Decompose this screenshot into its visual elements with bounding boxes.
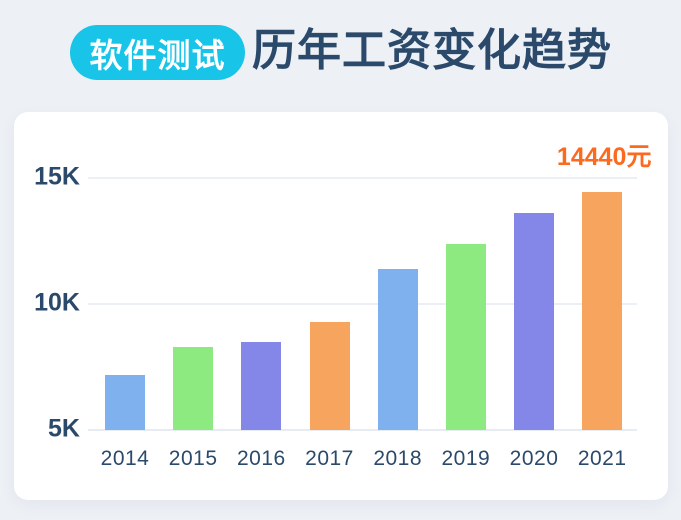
x-axis-label-2019: 2019 xyxy=(441,447,491,470)
page-title: 历年工资变化趋势 xyxy=(252,26,612,75)
gridline-10K xyxy=(88,303,637,305)
x-axis-label-2014: 2014 xyxy=(100,447,150,470)
bar-2017 xyxy=(309,321,350,430)
y-axis-label-15K: 15K xyxy=(34,162,80,191)
category-badge: 软件测试 xyxy=(70,25,245,80)
x-axis-label-2018: 2018 xyxy=(373,447,423,470)
bar-2014 xyxy=(105,374,145,430)
x-axis-label-2020: 2020 xyxy=(509,447,559,470)
x-axis-label-2015: 2015 xyxy=(168,447,218,470)
gridline-5K xyxy=(88,429,637,431)
bar-2018 xyxy=(377,268,418,430)
bar-2021 xyxy=(582,192,623,430)
chart-card: 5K 10K 15K 2014 2015 2016 2017 2018 2019 2020 2021… xyxy=(14,112,668,500)
salary-bar-chart: 5K 10K 15K 2014 2015 2016 2017 2018 2019 2020 2021… xyxy=(14,112,668,500)
bar-2015 xyxy=(173,346,214,430)
max-value-label: 14440元 xyxy=(556,143,652,172)
y-axis-label-5K: 5K xyxy=(48,414,80,443)
x-axis-label-2017: 2017 xyxy=(305,447,354,470)
x-axis-label-2021: 2021 xyxy=(577,447,627,470)
bar-2016 xyxy=(241,341,282,430)
bar-2020 xyxy=(514,213,555,430)
x-axis-label-2016: 2016 xyxy=(236,447,286,470)
bar-2019 xyxy=(445,243,486,430)
gridline-15K xyxy=(88,177,637,179)
y-axis-label-10K: 10K xyxy=(34,288,80,317)
